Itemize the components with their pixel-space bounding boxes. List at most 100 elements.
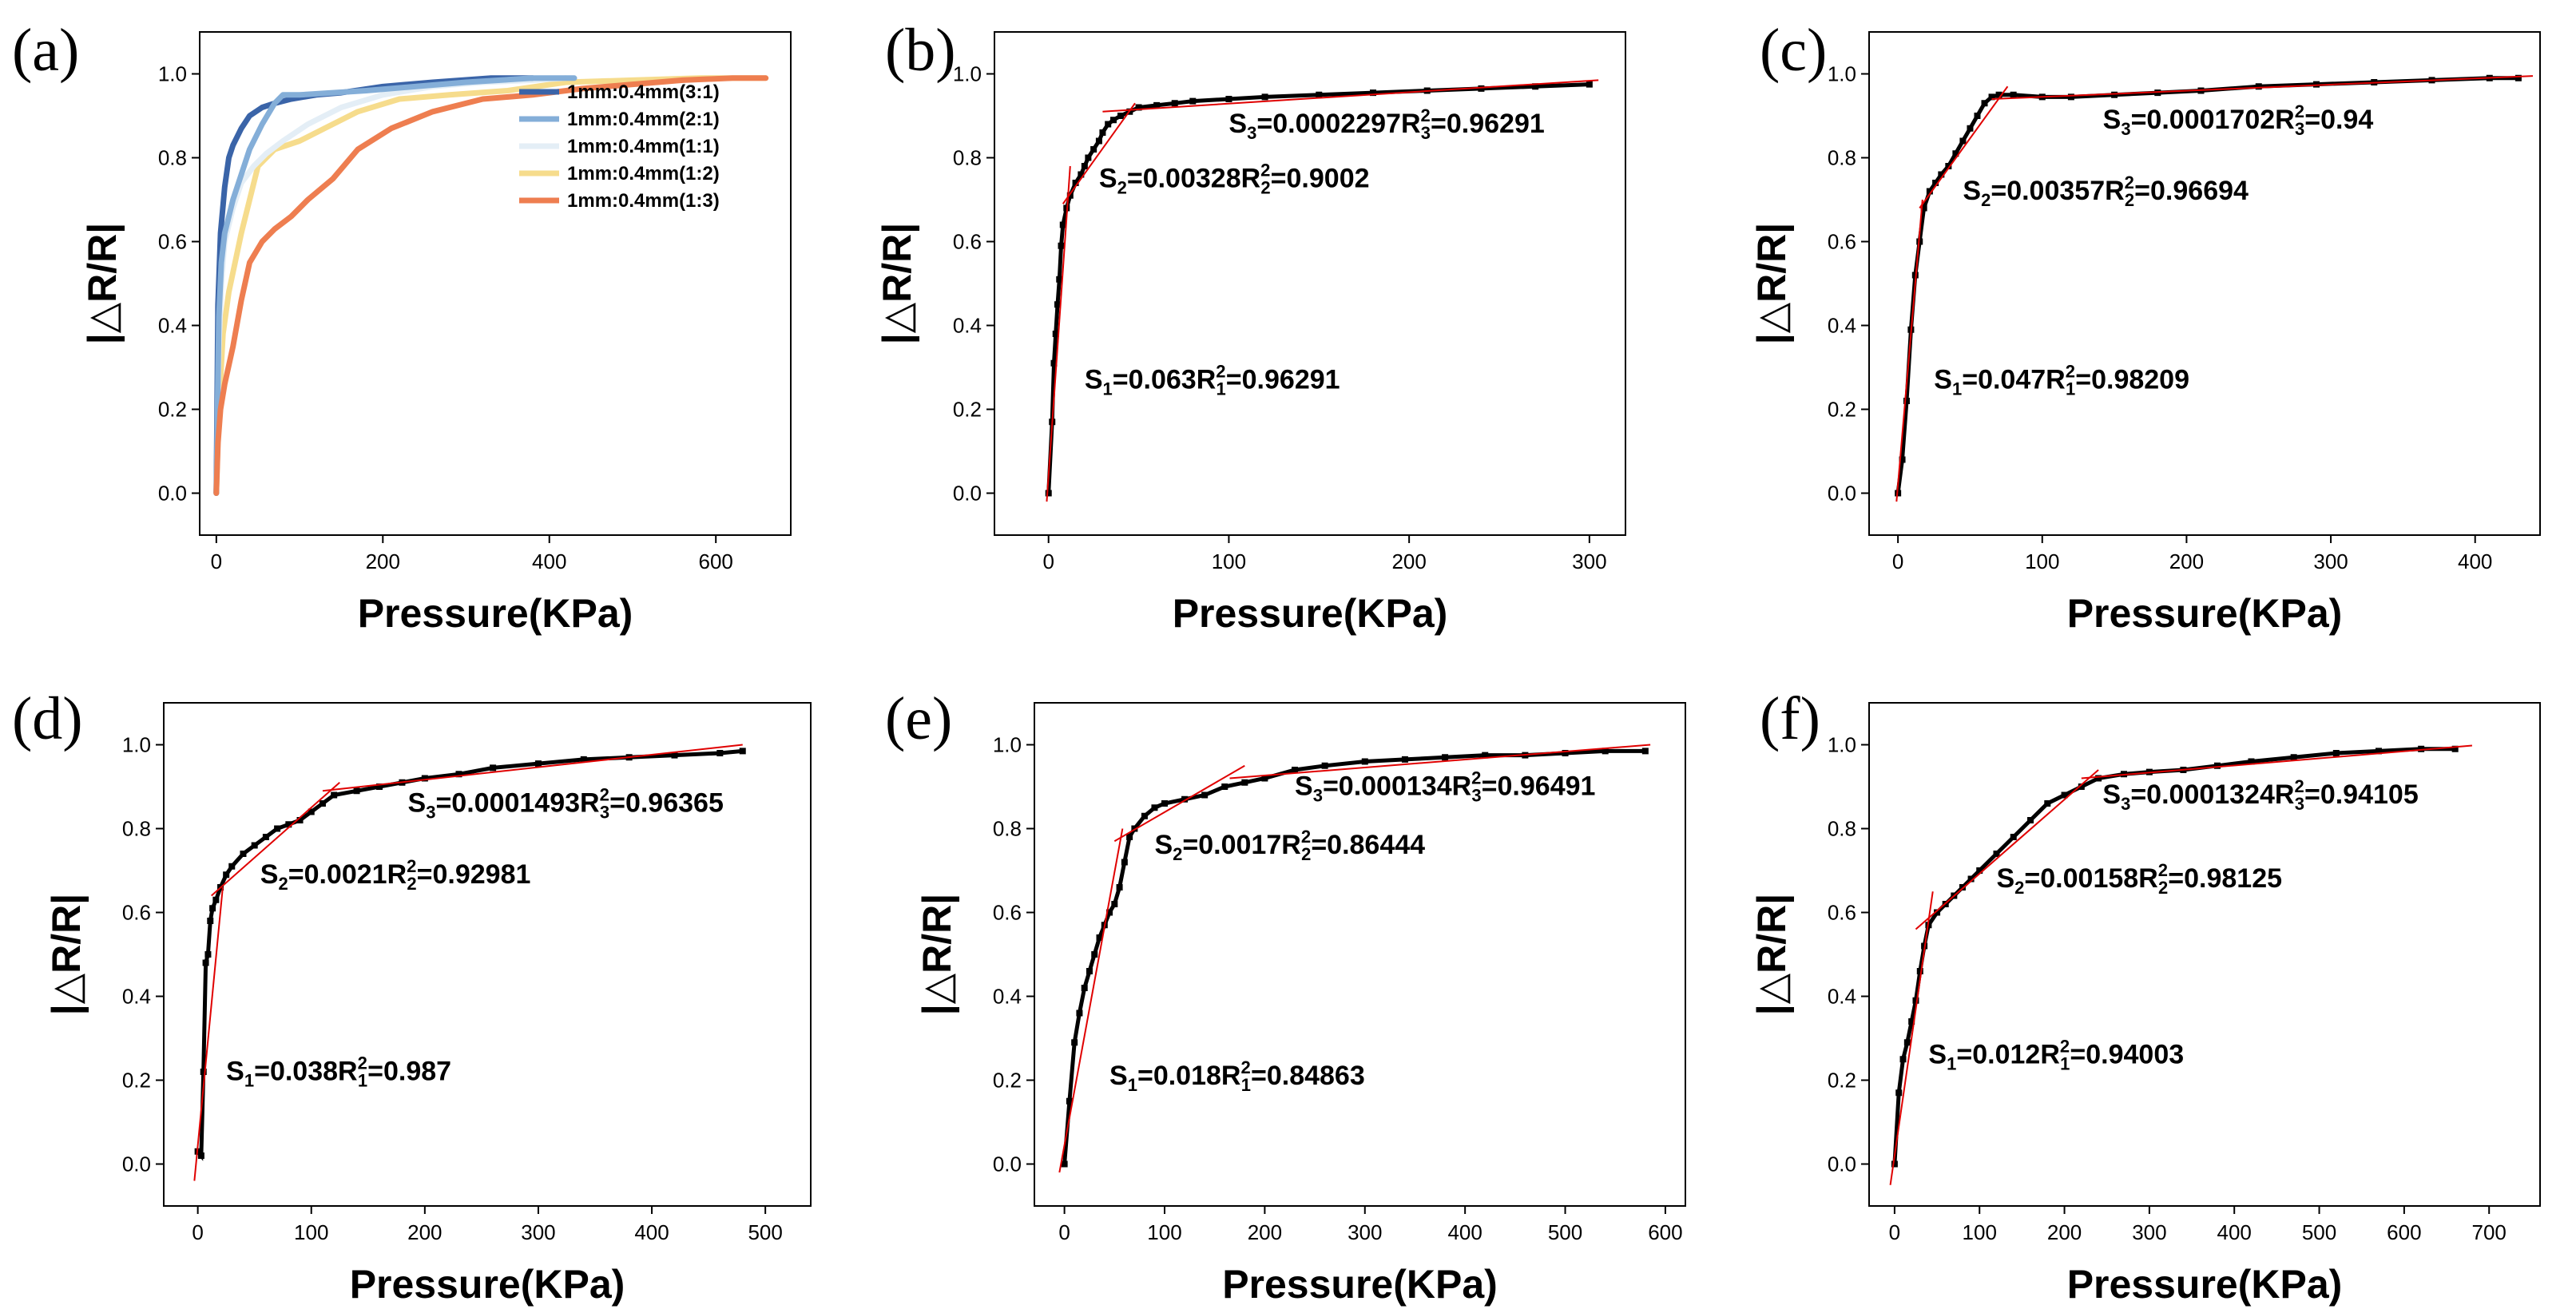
y-axis-title: |△R/R| — [44, 894, 89, 1016]
ann-s-val: =0.0001493 — [435, 788, 580, 819]
x-tick-label: 400 — [2217, 1220, 2252, 1244]
panel-letter: (a) — [12, 17, 79, 84]
ann-r: R — [1452, 772, 1472, 802]
fit-annotation: S3=0.0001493R2 3=0.96365 — [408, 785, 724, 823]
ann-r-sub: 1 — [2060, 1054, 2070, 1074]
ann-r-val: =0.96291 — [1226, 364, 1340, 395]
fit-line — [1915, 769, 2099, 930]
ann-r-val: =0.84863 — [1251, 1061, 1365, 1091]
fit-line — [1895, 199, 1923, 502]
x-tick-label: 200 — [1248, 1220, 1282, 1244]
x-tick-label: 300 — [2313, 549, 2348, 573]
ann-r-sup: 2 — [2158, 860, 2168, 880]
ann-r-val: =0.94 — [2304, 105, 2373, 135]
data-point — [2514, 74, 2522, 81]
x-tick-label: 100 — [2025, 549, 2059, 573]
ann-s-sub: 2 — [1981, 190, 1991, 210]
ann-s: S — [2103, 105, 2122, 135]
ann-s: S — [1963, 176, 1981, 206]
ann-r: R — [580, 788, 600, 819]
legend-label: 1mm:0.4mm(2:1) — [567, 109, 720, 130]
fit-annotation: S3=0.0002297R2 3=0.96291 — [1228, 105, 1544, 143]
ann-s: S — [1928, 1040, 1947, 1070]
plot-frame — [199, 31, 792, 536]
ann-s-sub: 2 — [2014, 878, 2024, 898]
ann-r-sup: 2 — [1216, 361, 1225, 381]
ann-r-sub: 1 — [1217, 379, 1226, 399]
ann-r-sub: 3 — [600, 803, 609, 823]
ann-s: S — [1109, 1061, 1128, 1091]
ann-s-sub: 3 — [1247, 123, 1256, 143]
ann-s-val: =0.0017 — [1182, 830, 1281, 860]
ann-r: R — [387, 859, 407, 890]
ann-r-sub: 1 — [1241, 1075, 1251, 1095]
ann-r: R — [2105, 176, 2125, 206]
ann-s-val: =0.00328 — [1127, 163, 1241, 193]
data-point — [739, 748, 746, 755]
panel-b: (b) 0 100 200 300 0.0 0.2 0.4 0.6 0.8 1.0 Pressure(… — [875, 17, 1626, 636]
fit-annotation: S2=0.0017R2 2=0.86444 — [1154, 827, 1425, 864]
ann-r-val: =0.92981 — [417, 859, 531, 890]
ann-r-sub: 3 — [2295, 794, 2304, 814]
panel-d: (d) 0 100 200 300 400 500 0.0 0.2 0.4 0.6 0.8 1.0 Pre… — [12, 685, 812, 1307]
series-line — [213, 75, 570, 496]
ann-r-sub: 2 — [1301, 844, 1311, 864]
ann-s-val: =0.0002297 — [1256, 109, 1401, 139]
legend-label: 1mm:0.4mm(1:3) — [567, 190, 720, 212]
panel-f: (f) 0 100 200 300 400 500 600 700 0.0 0.2 0.4 0.6 0.8… — [1749, 685, 2541, 1307]
y-tick-label: 0.2 — [1828, 1069, 1856, 1093]
ann-r: R — [1241, 163, 1261, 193]
ann-s: S — [408, 788, 427, 819]
y-tick-label: 0.6 — [1828, 230, 1856, 254]
x-tick-label: 700 — [2472, 1220, 2507, 1244]
ann-r: R — [1221, 1061, 1241, 1091]
panel-c: (c) 0 100 200 300 400 0.0 0.2 0.4 0.6 0.8 1.0 Pressu… — [1749, 17, 2541, 636]
ann-r-sup: 2 — [2066, 361, 2075, 381]
ann-s: S — [226, 1057, 244, 1087]
ann-r-sub: 1 — [358, 1071, 367, 1091]
x-axis-title: Pressure(KPa) — [1173, 591, 1448, 636]
x-tick-label: 0 — [1892, 549, 1903, 573]
fit-annotation: S2=0.00357R2 2=0.96694 — [1963, 173, 2249, 210]
ann-s-val: =0.047 — [1962, 364, 2046, 395]
ann-r: R — [1197, 364, 1217, 395]
ann-r-val: =0.96291 — [1431, 109, 1545, 139]
ann-s-val: =0.018 — [1137, 1061, 1221, 1091]
fit-annotation: S1=0.012R2 1=0.94003 — [1928, 1037, 2184, 1074]
y-tick-label: 0.2 — [122, 1069, 151, 1093]
fit-line — [2081, 744, 2473, 779]
ann-r-val: =0.98125 — [2168, 863, 2282, 894]
ann-r-sub: 3 — [1471, 786, 1481, 806]
ann-r-sub: 2 — [407, 874, 416, 894]
ann-r-val: =0.987 — [367, 1057, 451, 1087]
ann-r-val: =0.98209 — [2075, 364, 2189, 395]
x-tick-label: 0 — [1042, 549, 1054, 573]
fit-annotation: S1=0.047R2 1=0.98209 — [1934, 361, 2189, 399]
ann-s-val: =0.0001702 — [2131, 105, 2276, 135]
legend-label: 1mm:0.4mm(3:1) — [567, 81, 720, 103]
x-tick-label: 400 — [2458, 549, 2492, 573]
ann-s-val: =0.0001324 — [2130, 779, 2275, 810]
ann-s-sub: 2 — [1173, 844, 1182, 864]
plot-frame — [1034, 702, 1686, 1207]
ann-r: R — [2275, 779, 2295, 810]
ann-s-val: =0.00158 — [2024, 863, 2138, 894]
x-axis-title: Pressure(KPa) — [358, 591, 633, 636]
ann-r-val: =0.96365 — [609, 788, 724, 819]
fit-line — [1919, 85, 2009, 209]
panel-letter: (f) — [1760, 685, 1820, 752]
y-tick-label: 0.4 — [158, 314, 187, 338]
y-axis-title: |△R/R| — [875, 223, 920, 345]
ann-r-val: =0.9002 — [1271, 163, 1370, 193]
ann-r-sup: 2 — [2125, 173, 2134, 192]
ann-r-sub: 1 — [2066, 379, 2075, 399]
ann-s-val: =0.0021 — [288, 859, 387, 890]
ann-r-sup: 2 — [2060, 1037, 2070, 1057]
ann-r-sup: 2 — [407, 856, 416, 876]
y-tick-label: 0.6 — [122, 901, 151, 925]
y-axis-title: |△R/R| — [1749, 894, 1795, 1016]
y-tick-label: 0.0 — [122, 1152, 151, 1176]
fit-line — [322, 744, 743, 792]
ann-s-val: =0.000134 — [1323, 772, 1452, 802]
